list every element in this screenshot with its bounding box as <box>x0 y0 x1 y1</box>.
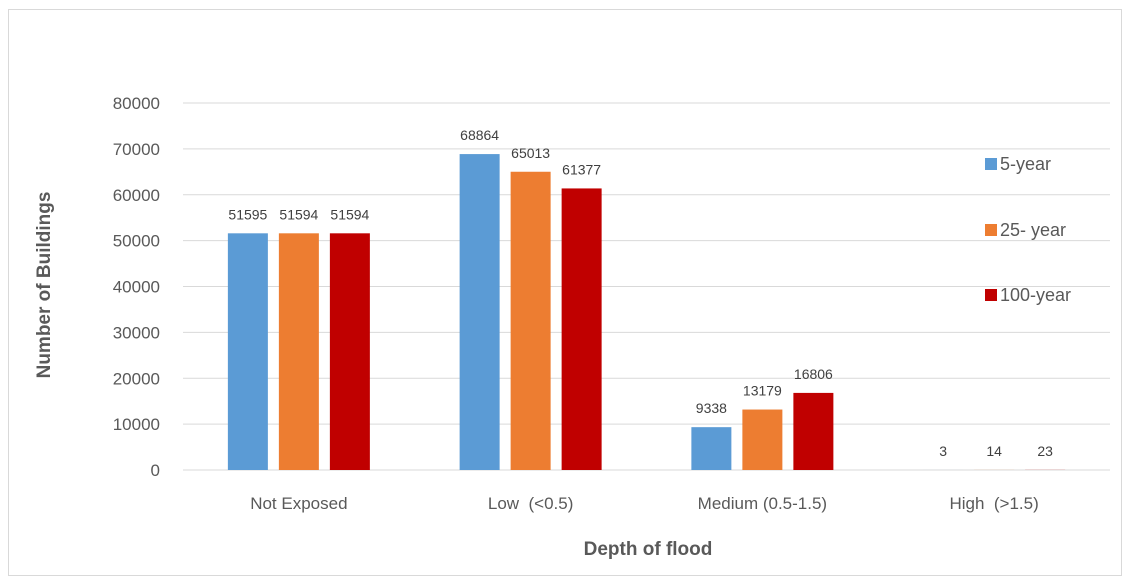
bar <box>329 233 370 470</box>
data-label: 51595 <box>228 206 267 222</box>
y-tick-label: 60000 <box>113 186 160 205</box>
bar <box>510 171 551 470</box>
x-axis-title: Depth of flood <box>584 539 713 560</box>
data-label: 65013 <box>511 145 550 161</box>
bar <box>459 154 500 470</box>
bar <box>742 409 783 470</box>
data-label: 61377 <box>562 161 601 177</box>
y-tick-label: 20000 <box>113 369 160 388</box>
bars <box>227 154 1066 470</box>
y-tick-label: 70000 <box>113 140 160 159</box>
x-axis-ticks: Not Exposed Low (<0.5) Medium (0.5-1.5) Hig… <box>250 494 1039 513</box>
gridlines <box>183 102 1110 471</box>
y-tick-label: 50000 <box>113 232 160 251</box>
legend-swatch <box>985 158 997 170</box>
x-tick-label: High (>1.5) <box>949 494 1038 513</box>
data-label: 23 <box>1037 443 1053 459</box>
legend-label: 5-year <box>1000 154 1051 174</box>
data-label: 68864 <box>460 127 499 143</box>
data-labels: 51595 51594 51594 68864 65013 61377 9338 13179 1… <box>228 127 1053 459</box>
bar <box>561 188 602 470</box>
x-tick-label: Low (<0.5) <box>488 494 574 513</box>
legend-label: 100-year <box>1000 285 1071 305</box>
bar <box>278 233 319 470</box>
data-label: 51594 <box>279 206 318 222</box>
data-label: 13179 <box>743 383 782 399</box>
data-label: 14 <box>986 443 1002 459</box>
x-tick-label: Medium (0.5-1.5) <box>698 494 827 513</box>
data-label: 16806 <box>794 366 833 382</box>
bar <box>227 233 268 470</box>
legend-swatch <box>985 289 997 301</box>
y-tick-label: 80000 <box>113 94 160 113</box>
x-tick-label: Not Exposed <box>250 494 347 513</box>
y-tick-label: 0 <box>151 461 160 480</box>
legend-swatch <box>985 224 997 236</box>
legend-label: 25- year <box>1000 220 1066 240</box>
bar <box>691 427 732 470</box>
y-tick-label: 40000 <box>113 278 160 297</box>
y-axis-title: Number of Buildings <box>34 192 55 379</box>
y-tick-label: 30000 <box>113 323 160 342</box>
data-label: 3 <box>939 443 947 459</box>
data-label: 51594 <box>330 206 369 222</box>
y-axis-ticks: 0 10000 20000 30000 40000 50000 60000 70000 8000… <box>113 94 160 480</box>
bar <box>793 392 834 470</box>
data-label: 9338 <box>696 400 727 416</box>
legend: 5-year 25- year 100-year <box>985 154 1071 305</box>
y-tick-label: 10000 <box>113 415 160 434</box>
